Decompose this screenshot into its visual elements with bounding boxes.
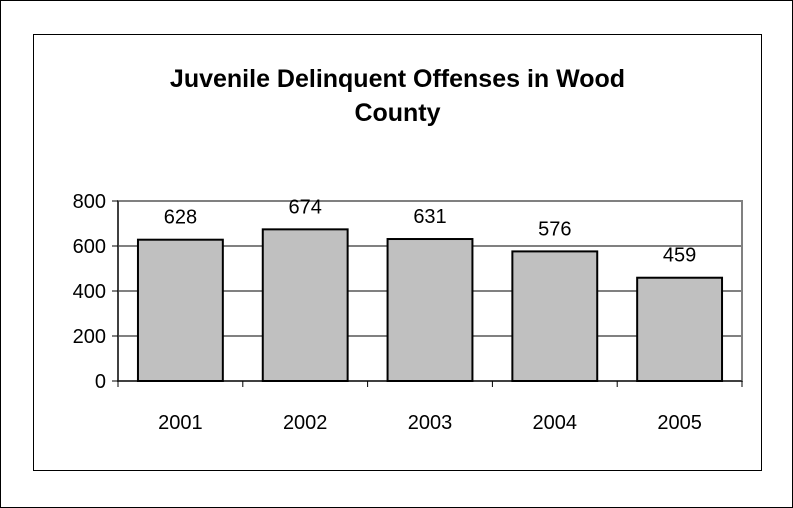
chart-title: Juvenile Delinquent Offenses in Wood Cou… [34,62,761,130]
data-label: 628 [164,207,197,229]
x-tick-label: 2004 [533,412,578,434]
bar-2005 [636,276,724,383]
bar-2001 [136,238,224,382]
bar-2002 [261,228,349,382]
chart-title-line-1: Juvenile Delinquent Offenses in Wood [169,65,626,93]
data-label: 576 [538,218,571,240]
x-tick-label: 2005 [657,412,702,434]
x-tick-label: 2003 [408,412,453,434]
chart-title-line-2: County [354,99,441,127]
y-tick-label: 0 [95,371,106,393]
data-label: 631 [413,206,446,228]
x-tick-label: 2001 [158,412,203,434]
data-label: 674 [289,196,322,218]
y-tick-label: 400 [73,281,106,303]
y-tick-label: 600 [73,236,106,258]
chart-area: Juvenile Delinquent Offenses in Wood Cou… [33,34,762,471]
data-label: 459 [663,245,696,267]
x-tick-label: 2002 [283,412,328,434]
bar-2003 [386,238,474,382]
bar-chart-plot: 0 200 400 600 800 2001 2002 2003 2004 2005 628 674 6… [73,191,743,434]
y-tick-label: 800 [73,191,106,213]
bar-2004 [511,250,599,382]
y-tick-label: 200 [73,326,106,348]
